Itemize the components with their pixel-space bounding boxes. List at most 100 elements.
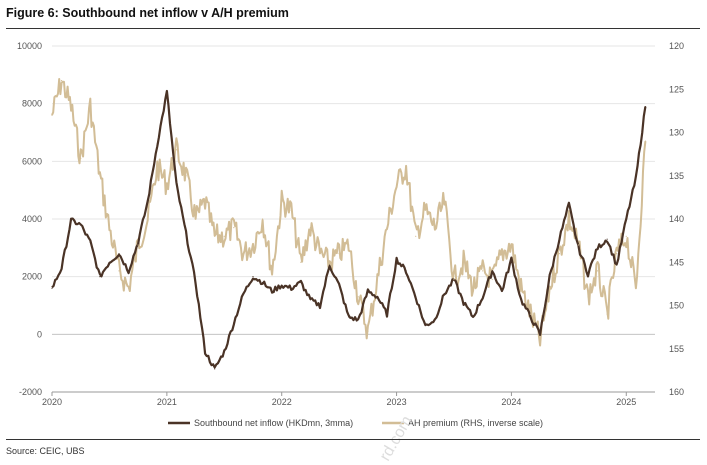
inflow-point xyxy=(568,203,570,206)
inflow-point xyxy=(319,304,321,307)
premium-point xyxy=(367,330,369,333)
inflow-point xyxy=(357,319,359,321)
inflow-point xyxy=(386,313,388,315)
premium-point xyxy=(281,201,283,203)
premium-point xyxy=(348,244,350,246)
inflow-point xyxy=(558,238,560,240)
inflow-point xyxy=(166,91,168,93)
inflow-point xyxy=(587,273,589,275)
premium-point xyxy=(644,140,647,142)
y-left-tick-label: 4000 xyxy=(22,214,42,224)
inflow-point xyxy=(99,276,101,278)
title-rule xyxy=(6,28,700,29)
premium-point xyxy=(539,339,541,341)
premium-point xyxy=(616,253,618,255)
premium-point xyxy=(587,296,589,298)
premium-point xyxy=(89,105,91,108)
inflow-point xyxy=(462,302,465,304)
premium-point xyxy=(405,166,407,168)
premium-point xyxy=(309,227,312,229)
inflow-point xyxy=(214,368,216,370)
legend-label-inflow: Southbound net inflow (HKDmn, 3mma) xyxy=(194,418,353,428)
source-note: Source: CEIC, UBS xyxy=(6,446,85,456)
premium-point xyxy=(395,183,398,185)
y-left-tick-label: 0 xyxy=(37,329,42,339)
premium-point xyxy=(223,235,225,237)
premium-point xyxy=(118,270,120,272)
premium-point xyxy=(606,313,608,315)
y-left-tick-label: -2000 xyxy=(19,387,42,397)
premium-point xyxy=(529,313,532,315)
source-rule xyxy=(6,439,700,440)
premium-point xyxy=(482,270,484,272)
inflow-point xyxy=(185,232,187,235)
inflow-point xyxy=(338,284,340,286)
y-right-tick-label: 150 xyxy=(669,301,684,311)
inflow-point xyxy=(108,261,111,263)
inflow-point xyxy=(309,299,312,301)
inflow-point xyxy=(204,351,206,353)
inflow-point xyxy=(261,281,264,284)
y-left-tick-label: 10000 xyxy=(17,41,42,51)
premium-point xyxy=(549,287,551,289)
inflow-point xyxy=(70,219,72,222)
premium-point xyxy=(491,278,493,281)
premium-point xyxy=(127,287,130,289)
premium-point xyxy=(242,253,245,255)
premium-point xyxy=(596,270,599,272)
inflow-point xyxy=(491,270,493,272)
y-right-tick-label: 125 xyxy=(669,84,684,94)
inflow-point xyxy=(80,224,82,226)
inflow-point xyxy=(328,264,331,266)
inflow-point xyxy=(434,319,436,321)
premium-point xyxy=(80,157,82,160)
premium-point xyxy=(185,175,187,177)
premium-point xyxy=(166,183,168,185)
inflow-point xyxy=(376,296,379,298)
premium-point xyxy=(376,278,379,281)
x-tick-label: 2020 xyxy=(42,397,62,407)
inflow-point xyxy=(539,333,541,335)
premium-point xyxy=(501,253,503,255)
inflow-point xyxy=(424,325,426,327)
premium-point xyxy=(424,209,426,211)
inflow-point xyxy=(290,287,292,289)
y-left-tick-label: 8000 xyxy=(22,99,42,109)
inflow-point xyxy=(616,264,618,266)
premium-point xyxy=(214,235,216,237)
inflow-point xyxy=(194,281,197,284)
premium-point xyxy=(51,114,53,116)
premium-point xyxy=(453,278,455,281)
inflow-point xyxy=(223,351,225,353)
inflow-point xyxy=(510,258,513,260)
series-line-ah-premium xyxy=(51,78,647,347)
inflow-point xyxy=(89,241,91,243)
inflow-point xyxy=(60,267,63,269)
premium-point xyxy=(300,261,302,263)
inflow-point xyxy=(233,322,235,324)
premium-point xyxy=(204,201,206,203)
premium-point xyxy=(319,253,321,255)
inflow-point xyxy=(520,299,522,301)
premium-point xyxy=(568,218,570,220)
premium-point xyxy=(443,201,446,203)
series-line-southbound-inflow xyxy=(51,89,647,369)
premium-point xyxy=(156,166,158,168)
inflow-point xyxy=(118,253,120,255)
inflow-point xyxy=(644,105,647,108)
inflow-point xyxy=(271,290,273,292)
y-right-tick-label: 160 xyxy=(669,387,684,397)
inflow-point xyxy=(300,281,302,284)
premium-point xyxy=(510,244,513,246)
inflow-point xyxy=(596,247,599,249)
premium-point xyxy=(233,227,235,229)
premium-point xyxy=(137,244,139,246)
premium-point xyxy=(520,287,522,289)
inflow-point xyxy=(147,201,149,203)
premium-point xyxy=(252,244,254,246)
inflow-point xyxy=(415,296,417,298)
inflow-point xyxy=(348,316,350,318)
premium-point xyxy=(625,235,627,237)
premium-point xyxy=(194,218,197,220)
